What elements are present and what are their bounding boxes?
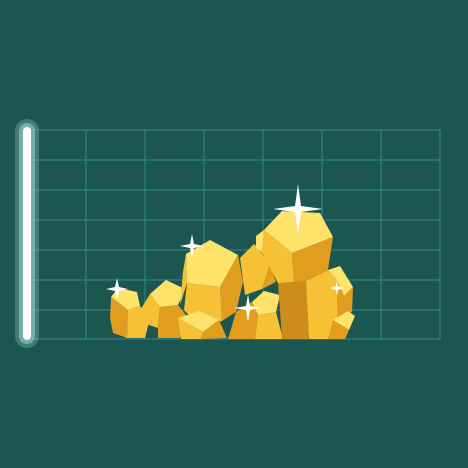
gold-nugget-pile-icon [110, 211, 355, 339]
gold-nugget-facet [256, 230, 264, 252]
gold-nugget-facet [178, 318, 203, 339]
gold-nugget-facet [240, 244, 270, 295]
sparkle-icon [234, 294, 262, 322]
sparkle-icon [330, 280, 344, 296]
gold-nugget-facet [180, 254, 187, 305]
vertical-level-bar-icon [15, 119, 39, 348]
sparkle-icon [180, 234, 204, 258]
gold-nugget-facet [141, 294, 160, 328]
gold-nugget-facet [178, 311, 219, 332]
gold-nugget-facet [201, 320, 227, 339]
gold-nugget-facet [340, 287, 353, 316]
gold-nugget-facet [254, 244, 276, 289]
gold-nugget-facet [328, 320, 349, 339]
gold-nugget-facet [328, 266, 353, 296]
gold-nugget-facet [150, 280, 185, 307]
gold-nugget-facet [186, 240, 238, 287]
gold-nugget-facet [252, 291, 280, 315]
gold-nugget-facet [278, 281, 309, 339]
gold-nugget-facet [333, 311, 355, 330]
level-bar-core [23, 127, 31, 340]
gold-nugget-facet [110, 297, 128, 338]
gold-nugget-facet [292, 237, 333, 283]
sparkle-icon [273, 184, 323, 234]
gold-nugget-facet [262, 230, 294, 283]
sparkles [106, 184, 344, 322]
sparkle-icon [106, 278, 128, 300]
gold-nugget-facet [264, 211, 333, 253]
gold-nugget-facet [306, 270, 338, 339]
gold-nugget-facet [220, 255, 243, 321]
gold-nugget-facet [228, 302, 258, 339]
gold-nugget-facet [255, 312, 283, 339]
